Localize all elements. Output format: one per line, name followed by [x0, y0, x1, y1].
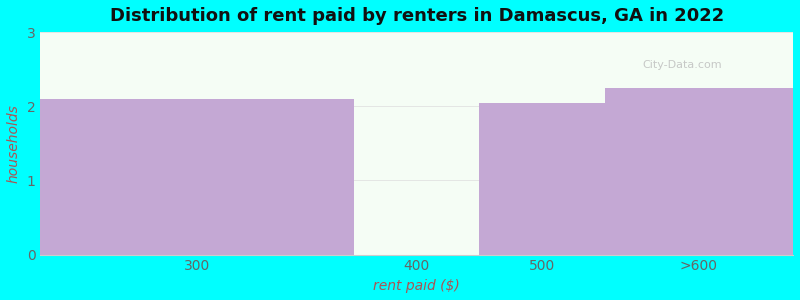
Bar: [479, 103, 605, 255]
Bar: [40, 99, 354, 255]
Text: City-Data.com: City-Data.com: [642, 60, 722, 70]
Bar: [605, 88, 793, 255]
X-axis label: rent paid ($): rent paid ($): [374, 279, 460, 293]
Title: Distribution of rent paid by renters in Damascus, GA in 2022: Distribution of rent paid by renters in …: [110, 7, 724, 25]
Y-axis label: households: households: [7, 104, 21, 183]
